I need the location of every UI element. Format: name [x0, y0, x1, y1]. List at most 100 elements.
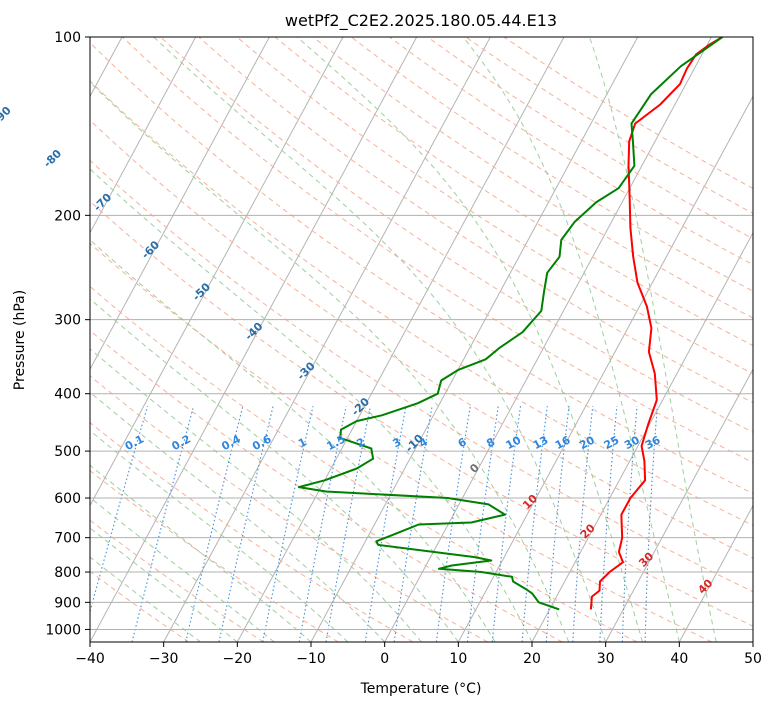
- dry-adiabat: [90, 375, 488, 642]
- dry-adiabat: [90, 285, 638, 642]
- x-tick-label: 20: [523, 651, 541, 667]
- mixing-ratio-line: [466, 406, 499, 642]
- x-tick-label: −20: [223, 651, 253, 667]
- mixing-ratio-label: 0.2: [170, 432, 193, 453]
- x-tick-label: 40: [670, 651, 688, 667]
- mixing-ratio-label: 4: [417, 435, 430, 450]
- y-tick-label: 900: [54, 595, 81, 611]
- mixing-ratio-line: [298, 406, 347, 642]
- plot-frame: [89, 36, 754, 643]
- x-tick-label: 30: [597, 651, 615, 667]
- dry-adiabat: [122, 37, 753, 464]
- dry-adiabat: [389, 37, 753, 266]
- y-tick-label: 200: [54, 208, 81, 224]
- moist-adiabat: [90, 348, 422, 642]
- mixing-ratio-label: 30: [622, 433, 642, 452]
- isotherm: [457, 95, 753, 642]
- isotherm-label: -80: [41, 147, 64, 170]
- x-tick-label: −10: [296, 651, 326, 667]
- mixing-ratio-label: 0.6: [250, 432, 274, 453]
- x-tick-label: −30: [149, 651, 179, 667]
- mixing-ratio-line: [364, 406, 407, 642]
- dry-adiabat: [160, 37, 753, 433]
- y-tick-label: 300: [54, 313, 81, 329]
- dry-adiabat: [503, 37, 753, 190]
- moist-adiabat: [589, 37, 717, 642]
- isotherm-label: 0: [467, 461, 482, 476]
- dry-adiabat: [90, 200, 753, 627]
- x-tick-label: 0: [380, 651, 389, 667]
- dewpoint-line: [297, 37, 723, 611]
- isotherm-label: -90: [0, 104, 14, 127]
- temperature-line: [589, 37, 723, 610]
- x-axis-label: Temperature (°C): [360, 681, 482, 697]
- mixing-ratio-label: 6: [456, 435, 469, 450]
- mixing-ratio-label: 1: [296, 435, 309, 450]
- isotherm: [90, 37, 270, 371]
- moist-adiabat: [90, 168, 533, 642]
- dry-adiabat: [90, 421, 414, 642]
- moist-adiabat: [90, 81, 570, 642]
- moist-adiabat: [90, 430, 349, 642]
- y-tick-label: 400: [54, 387, 81, 403]
- mixing-ratio-label: 16: [553, 433, 573, 452]
- dry-adiabat: [274, 37, 753, 347]
- mixing-ratio-label: 36: [643, 433, 663, 452]
- mixing-ratio-label: 1.5: [324, 432, 347, 453]
- dry-adiabat: [90, 470, 339, 642]
- mixing-ratio-label: 0.4: [219, 432, 243, 453]
- isotherm: [605, 368, 753, 642]
- mixing-ratio-label: 2: [354, 435, 367, 450]
- mixing-ratio-line: [393, 406, 433, 642]
- mixing-ratio-line: [435, 406, 471, 642]
- isotherm: [752, 640, 753, 642]
- y-tick-label: 700: [54, 531, 81, 547]
- x-tick-label: 50: [744, 651, 762, 667]
- mixing-ratio-label: 20: [577, 433, 597, 452]
- dry-adiabat: [90, 329, 563, 642]
- mixing-ratio-label: 3: [391, 435, 404, 450]
- chart-title: wetPf2_C2E2.2025.180.05.44.E13: [285, 11, 557, 31]
- dry-adiabat: [465, 37, 753, 214]
- isotherm: [531, 231, 753, 642]
- x-tick-label: −40: [75, 651, 105, 667]
- mixing-ratio-label: 13: [531, 433, 551, 452]
- dry-adiabat: [90, 80, 753, 526]
- moist-adiabat: [90, 391, 386, 642]
- dry-adiabat: [90, 41, 753, 495]
- mixing-ratio-label: 10: [504, 433, 524, 452]
- dry-adiabat: [90, 570, 190, 642]
- isotherm: [236, 37, 565, 642]
- y-tick-label: 600: [54, 491, 81, 507]
- isotherm: [310, 37, 639, 642]
- mixing-ratio-label: 25: [602, 433, 622, 452]
- moist-adiabat: [90, 527, 238, 642]
- mixing-ratio-line: [90, 406, 149, 614]
- mixing-ratio-line: [545, 406, 570, 642]
- dry-adiabat: [350, 37, 753, 292]
- moist-adiabat: [462, 37, 680, 642]
- isotherm: [678, 504, 753, 642]
- dry-adiabat: [236, 37, 753, 375]
- dry-adiabat: [90, 242, 712, 642]
- moist-adiabat: [296, 37, 643, 642]
- mixing-ratio-line: [491, 406, 522, 642]
- mixing-ratio-line: [325, 406, 372, 642]
- isotherm: [90, 37, 197, 234]
- mixing-ratio-line: [131, 406, 195, 642]
- dry-adiabat: [312, 37, 753, 319]
- y-tick-label: 100: [54, 30, 81, 46]
- isotherm: [384, 37, 712, 642]
- y-tick-label: 1000: [45, 622, 81, 638]
- moist-adiabat: [90, 496, 275, 642]
- isotherm: [163, 37, 491, 642]
- dry-adiabat: [427, 37, 753, 240]
- moist-adiabat: [90, 464, 312, 642]
- y-tick-label: 800: [54, 565, 81, 581]
- moist-adiabat: [153, 37, 607, 642]
- isotherm: [90, 37, 344, 507]
- y-tick-label: 500: [54, 444, 81, 460]
- dry-adiabat: [90, 119, 753, 559]
